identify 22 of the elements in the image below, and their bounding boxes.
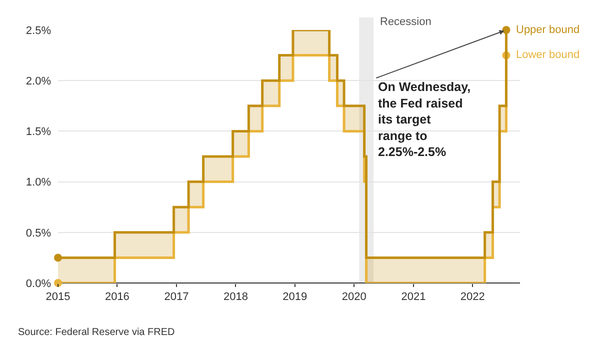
y-tick-label: 2.5%	[26, 24, 52, 37]
x-tick-label: 2016	[104, 291, 130, 304]
source-note: Source: Federal Reserve via FRED	[18, 327, 175, 338]
y-tick-label: 1.5%	[26, 126, 52, 138]
y-tick-label: 0.0%	[26, 278, 52, 290]
point	[54, 254, 62, 262]
point	[54, 279, 62, 287]
annotation: On Wednesday, the Fed raised its target range to 2.25%-2.5%	[378, 80, 471, 159]
x-tick-label: 2020	[342, 291, 366, 304]
y-tick-label: 1.0%	[26, 176, 52, 189]
point	[502, 26, 510, 34]
x-tick-label: 2017	[164, 291, 189, 304]
y-tick-label: 0.5%	[26, 227, 52, 240]
x-tick-label: 2018	[223, 291, 248, 304]
series-label: Lower bound	[516, 49, 580, 61]
y-tick-label: 2.0%	[26, 75, 52, 88]
x-tick-label: 2019	[282, 291, 308, 304]
x-tick-label: 2021	[401, 291, 426, 304]
x-tick-label: 2015	[46, 291, 70, 304]
series-label: Upper bound	[516, 24, 580, 36]
x-tick-label: 2022	[460, 291, 485, 304]
band-label: Recession	[380, 16, 432, 28]
